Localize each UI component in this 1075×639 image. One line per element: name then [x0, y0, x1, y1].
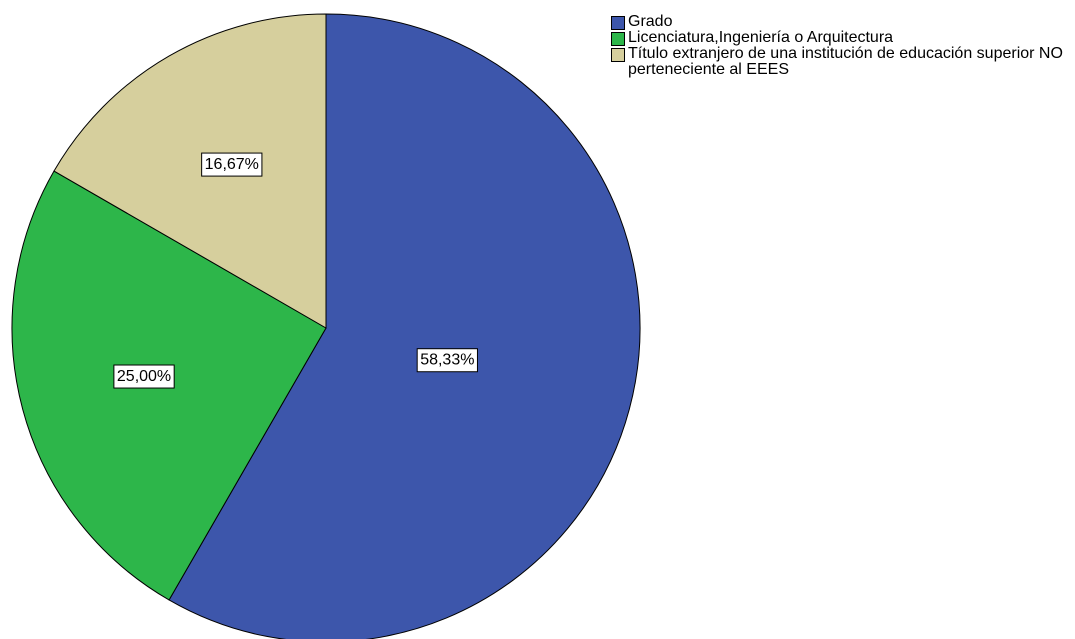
data-label-text: 16,67%	[205, 156, 259, 173]
pie-slice	[168, 13, 641, 639]
data-label-box	[201, 152, 263, 177]
data-label: 58,33%	[416, 348, 478, 373]
data-label-box	[416, 348, 478, 373]
legend: Grado Licenciatura,Ingeniería o Arquitect…	[611, 14, 1063, 78]
legend-swatch	[611, 32, 625, 46]
legend-label: Grado	[628, 13, 673, 30]
legend-item: Grado	[611, 14, 1063, 30]
legend-swatch	[611, 16, 625, 30]
data-label-text: 58,33%	[420, 352, 474, 369]
legend-item: Licenciatura,Ingeniería o Arquitectura	[611, 30, 1063, 46]
data-label: 25,00%	[113, 364, 175, 389]
data-label: 16,67%	[201, 152, 263, 177]
legend-item: Título extranjero de una institución de …	[611, 46, 1063, 78]
legend-label: Título extranjero de una institución de …	[628, 45, 1063, 78]
legend-swatch	[611, 48, 625, 62]
legend-label: Licenciatura,Ingeniería o Arquitectura	[628, 29, 894, 46]
pie-slice	[53, 13, 327, 329]
data-label-box	[113, 364, 175, 389]
data-label-text: 25,00%	[117, 368, 171, 385]
